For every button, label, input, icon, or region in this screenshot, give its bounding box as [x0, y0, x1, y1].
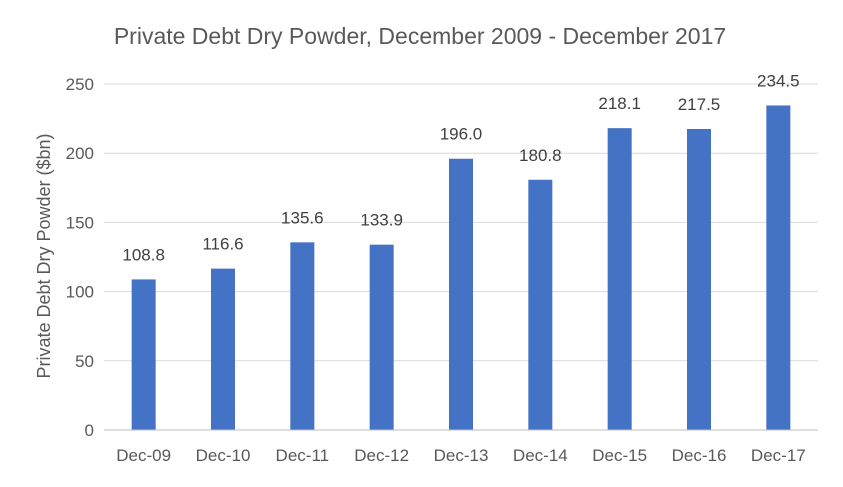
x-tick-label: Dec-11	[276, 446, 330, 465]
x-tick-label: Dec-13	[434, 446, 489, 465]
y-tick-label: 0	[85, 421, 94, 440]
data-label: 108.8	[122, 245, 165, 264]
y-axis-label: Private Debt Dry Powder ($bn)	[34, 133, 54, 378]
bar	[290, 242, 315, 430]
x-tick-label: Dec-10	[196, 446, 251, 465]
x-tick-label: Dec-12	[354, 446, 409, 465]
x-tick-label: Dec-14	[513, 446, 568, 465]
data-labels: 108.8 116.6 135.6 133.9 196.0 180.8 218.1 217.5…	[122, 71, 799, 264]
bar	[369, 244, 394, 430]
y-tick-label: 150	[66, 213, 94, 232]
x-tick-label: Dec-17	[751, 446, 806, 465]
bar	[607, 128, 632, 430]
data-label: 217.5	[678, 95, 721, 114]
y-tick-label: 50	[75, 352, 94, 371]
y-tick-label: 100	[66, 283, 94, 302]
data-label: 196.0	[440, 125, 483, 144]
x-tick-label: Dec-09	[116, 446, 171, 465]
data-label: 218.1	[598, 94, 641, 113]
y-tick-label: 200	[66, 144, 94, 163]
x-tick-label: Dec-16	[672, 446, 727, 465]
data-label: 116.6	[202, 235, 243, 254]
bar	[211, 268, 235, 430]
bars	[131, 105, 791, 431]
bar	[449, 158, 473, 430]
data-label: 180.8	[519, 146, 562, 165]
y-tick-label: 250	[66, 75, 94, 94]
bar	[131, 279, 156, 430]
data-label: 135.6	[281, 208, 324, 227]
x-tick-label: Dec-15	[592, 446, 647, 465]
data-label: 133.9	[360, 211, 403, 230]
chart-title: Private Debt Dry Powder, December 2009 -…	[114, 23, 726, 49]
bar	[687, 128, 711, 431]
bar	[528, 179, 553, 430]
data-label: 234.5	[757, 71, 800, 90]
y-axis-ticks: 0 50 100 150 200 250	[66, 75, 94, 440]
bar	[766, 105, 791, 431]
x-axis-ticks: Dec-09 Dec-10 Dec-11 Dec-12 Dec-13 Dec-14 Dec-…	[116, 446, 805, 465]
